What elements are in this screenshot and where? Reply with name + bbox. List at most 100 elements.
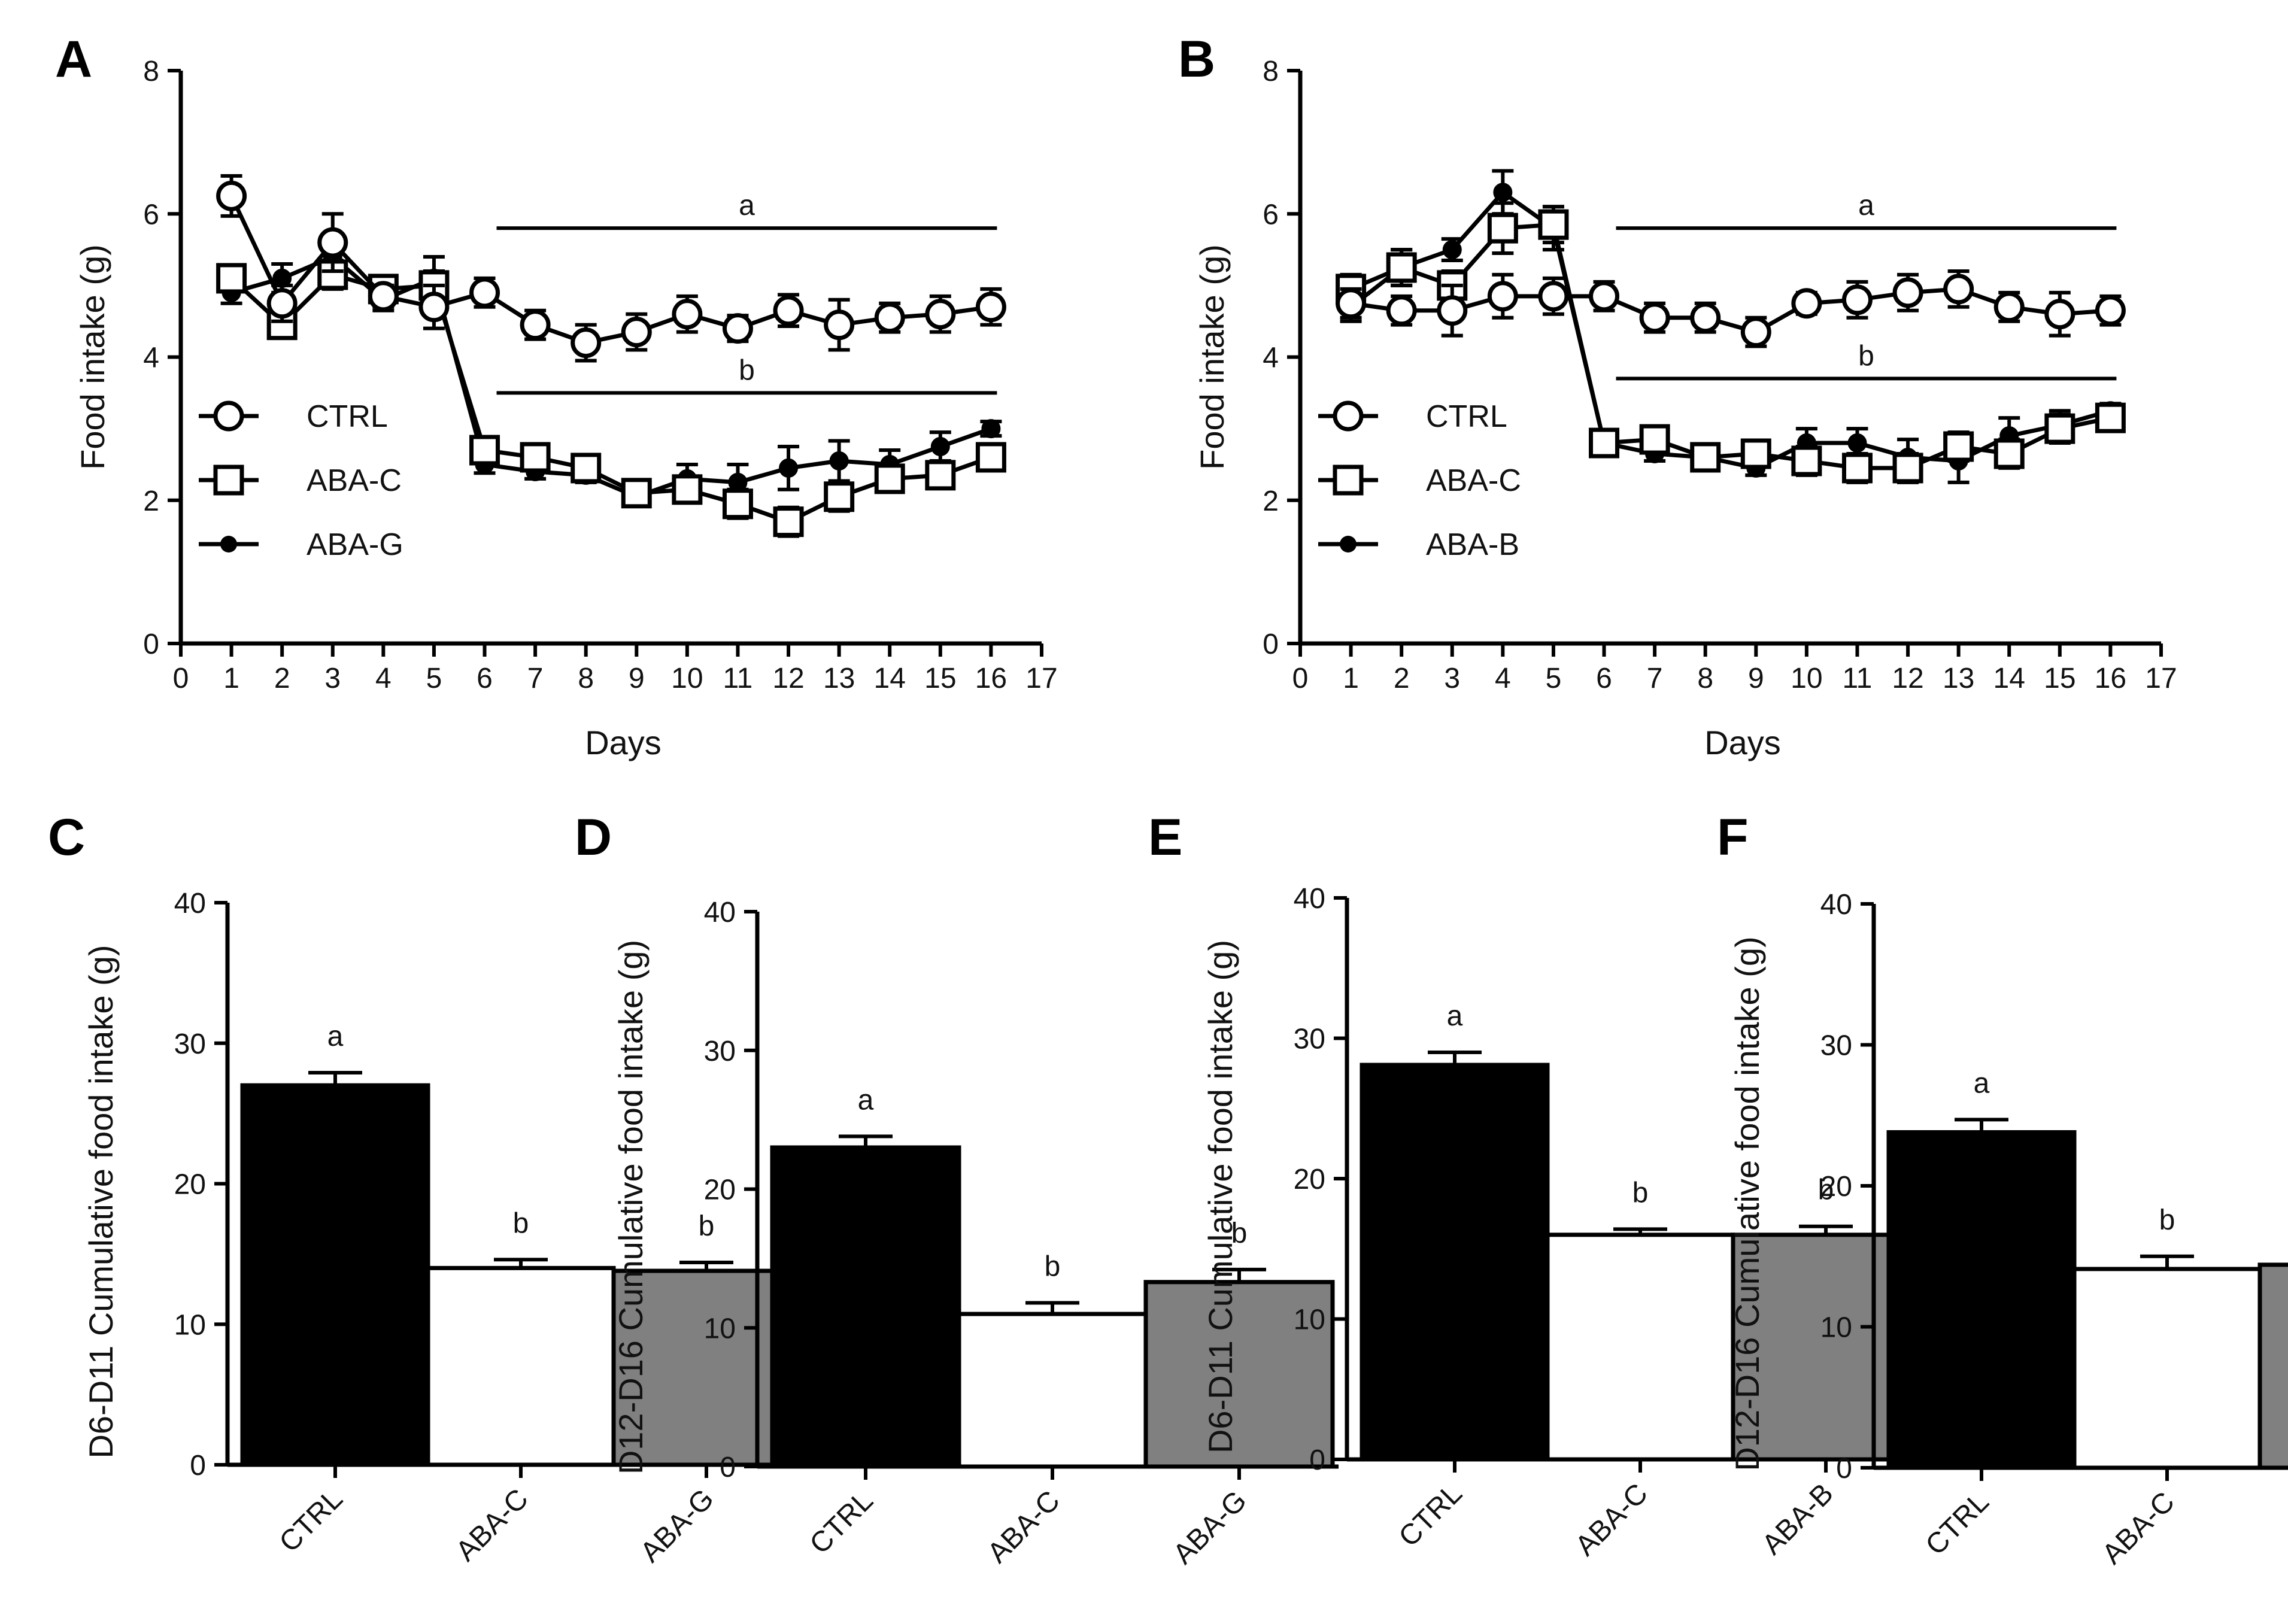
x-tick-label: CTRL: [1920, 1486, 1995, 1561]
legend-marker: [1333, 400, 1364, 432]
y-tick-label: 2: [1263, 485, 1279, 517]
y-tick-label: 40: [704, 897, 736, 928]
data-point: [773, 506, 804, 538]
data-point: [824, 481, 855, 512]
x-tick-label: 3: [1444, 663, 1460, 694]
legend-marker: [213, 400, 244, 432]
bar: [957, 1312, 1148, 1469]
y-axis-title: Food intake (g): [74, 244, 111, 470]
x-tick-label: 10: [671, 663, 703, 694]
x-tick-label: ABA-C: [450, 1483, 535, 1567]
data-point: [469, 435, 500, 466]
y-tick-label: 30: [174, 1028, 206, 1060]
series-ctrl: [1336, 269, 2126, 348]
legend-marker: [220, 536, 237, 553]
y-tick-label: 4: [143, 342, 159, 374]
significance-label: b: [739, 354, 755, 386]
data-point: [981, 419, 1001, 439]
x-tick-label: 14: [1993, 663, 2025, 694]
y-tick-label: 6: [1263, 199, 1279, 230]
y-tick-label: 20: [174, 1169, 206, 1201]
data-point: [418, 292, 450, 323]
y-tick-label: 0: [720, 1452, 736, 1483]
x-tick-label: ABA-C: [2096, 1486, 2181, 1570]
y-tick-label: 10: [1294, 1304, 1325, 1336]
data-point: [829, 451, 849, 470]
significance-label: a: [1858, 190, 1874, 221]
y-tick-label: 10: [1820, 1312, 1852, 1344]
significance-label: a: [1974, 1067, 1990, 1099]
x-tick-label: 6: [477, 663, 493, 694]
data-point: [1993, 292, 2025, 323]
y-axis-title: D12-D16 Cumulative food intake (g): [612, 940, 650, 1474]
x-tick-label: 9: [1748, 663, 1764, 694]
series-aba-c: [1336, 201, 2126, 484]
data-point: [1791, 288, 1822, 319]
y-tick-label: 4: [1263, 342, 1279, 374]
data-point: [368, 281, 399, 312]
data-point: [266, 309, 298, 341]
legend-marker: [213, 465, 244, 496]
legend-entry: ABA-C: [1318, 463, 1521, 498]
y-tick-label: 20: [1820, 1171, 1852, 1203]
data-point: [1589, 427, 1620, 459]
x-axis-title: Days: [585, 724, 661, 761]
x-tick-label: 6: [1596, 663, 1612, 694]
panel-letter-d: D: [575, 809, 612, 866]
data-point: [571, 453, 602, 484]
y-tick-label: 0: [190, 1450, 206, 1482]
y-tick-label: 10: [174, 1309, 206, 1341]
data-point: [1493, 183, 1513, 202]
data-point: [1740, 317, 1771, 348]
panel-letter-f: F: [1717, 809, 1749, 866]
data-point: [1847, 433, 1867, 453]
data-point: [1791, 445, 1822, 476]
series-line: [1351, 287, 2111, 335]
bar: [426, 1265, 616, 1467]
bar: [2257, 1262, 2288, 1470]
bar: [1360, 1063, 1550, 1462]
x-tick-label: 3: [324, 663, 341, 694]
significance-label: a: [739, 190, 755, 221]
y-tick-label: 0: [1263, 629, 1279, 660]
x-tick-label: 4: [375, 663, 392, 694]
legend-label: CTRL: [1426, 399, 1507, 434]
panel-letter-b: B: [1178, 31, 1215, 88]
data-point: [621, 317, 652, 348]
data-point: [469, 277, 500, 308]
bar: [2072, 1267, 2262, 1470]
data-point: [672, 299, 703, 330]
bar: [240, 1083, 430, 1467]
data-point: [216, 180, 247, 211]
series-line: [229, 195, 991, 345]
legend-entry: ABA-B: [1318, 527, 1519, 562]
data-point: [925, 299, 956, 330]
data-point: [1487, 281, 1518, 312]
data-point: [1538, 281, 1569, 312]
significance-label: a: [1447, 1000, 1463, 1032]
data-point: [779, 458, 799, 478]
x-tick-label: 8: [1697, 663, 1713, 694]
y-tick-label: 40: [1820, 889, 1852, 921]
bar: [770, 1145, 961, 1469]
panel-letter-a: A: [55, 31, 92, 88]
data-point: [1589, 281, 1620, 312]
legend-marker: [1333, 465, 1364, 496]
data-point: [571, 327, 602, 359]
x-tick-label: 2: [1394, 663, 1410, 694]
data-point: [1740, 438, 1771, 469]
series-line: [1350, 222, 2111, 470]
significance-label: b: [699, 1210, 715, 1242]
significance-label: a: [327, 1021, 344, 1052]
data-point: [722, 488, 753, 520]
data-point: [1639, 302, 1670, 333]
data-point: [1892, 277, 1923, 308]
data-point: [1841, 284, 1873, 315]
x-tick-label: 17: [2145, 663, 2177, 694]
data-point: [520, 442, 551, 473]
y-axis-title: D6-D11 Cumulative food intake (g): [1201, 940, 1239, 1453]
